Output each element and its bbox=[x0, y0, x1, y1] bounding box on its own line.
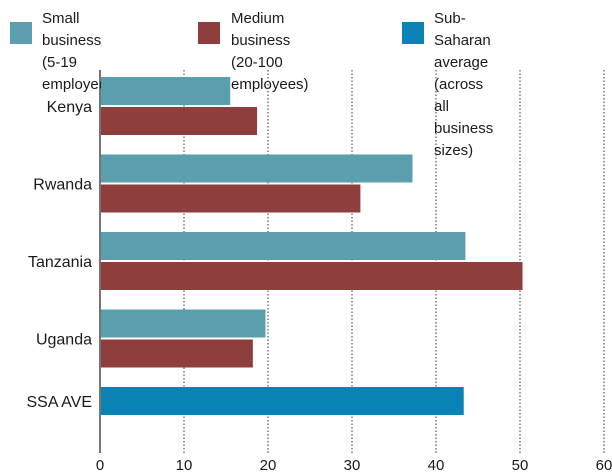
bar-uganda-series-1 bbox=[101, 339, 253, 368]
legend-label-small-business: Small business (5-19 employees) bbox=[42, 10, 120, 93]
x-tick-label-30: 30 bbox=[344, 457, 361, 473]
legend-label-ssa-average: Sub-Saharan average (across all business… bbox=[434, 10, 494, 159]
bar-kenya-series-1 bbox=[101, 107, 258, 135]
legend-swatch-ssa-average bbox=[402, 22, 424, 44]
category-label-ssa-ave: SSA AVE bbox=[26, 394, 92, 411]
legend-swatch-medium-business bbox=[198, 22, 220, 44]
x-tick-label-20: 20 bbox=[260, 457, 277, 473]
x-tick-label-40: 40 bbox=[428, 457, 445, 473]
x-tick-label-60: 60 bbox=[596, 457, 612, 473]
bar-kenya-series-0 bbox=[101, 77, 231, 105]
category-label-kenya: Kenya bbox=[47, 99, 92, 116]
bars bbox=[101, 77, 523, 415]
category-labels: Kenya Rwanda Tanzania Uganda SSA AVE bbox=[26, 99, 92, 411]
x-tick-label-0: 0 bbox=[96, 457, 104, 473]
x-tick-labels: 0 10 20 30 40 50 60 bbox=[96, 457, 612, 473]
category-label-rwanda: Rwanda bbox=[33, 177, 92, 194]
bar-ssa-ave-series-2 bbox=[101, 387, 464, 415]
bar-rwanda-series-1 bbox=[101, 184, 361, 213]
x-tick-label-10: 10 bbox=[176, 457, 193, 473]
bar-tanzania-series-1 bbox=[101, 262, 523, 290]
bar-rwanda-series-0 bbox=[101, 154, 413, 183]
category-label-uganda: Uganda bbox=[36, 332, 92, 349]
legend-swatch-small-business bbox=[10, 22, 32, 44]
bar-uganda-series-0 bbox=[101, 309, 266, 338]
legend-label-medium-business: Medium business (20-100 employees) bbox=[231, 10, 309, 93]
bar-tanzania-series-0 bbox=[101, 232, 466, 260]
category-label-tanzania: Tanzania bbox=[28, 254, 92, 271]
x-tick-label-50: 50 bbox=[512, 457, 529, 473]
